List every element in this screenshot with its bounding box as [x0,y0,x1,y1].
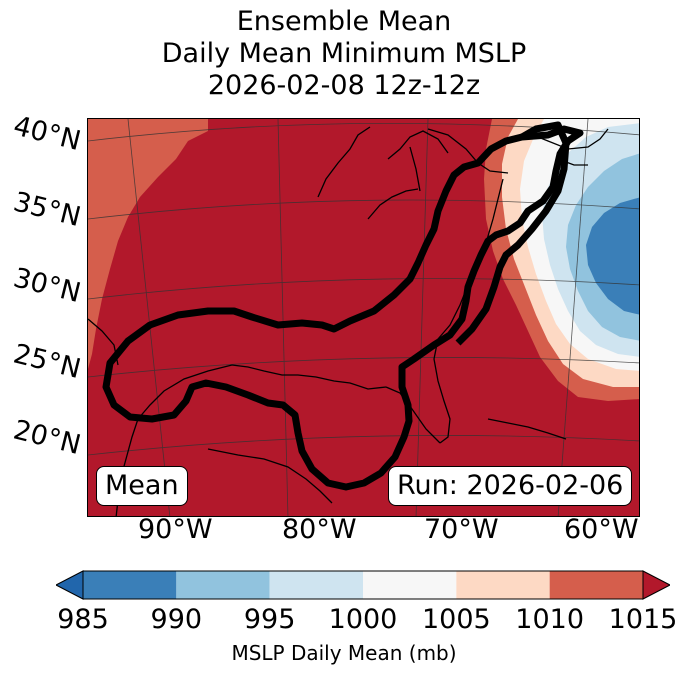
lon-label-60w: 60°W [564,514,639,545]
lat-label-25: 25°N [10,338,84,386]
lon-label-80w: 80°W [282,514,357,545]
colorbar-tick-label: 990 [150,604,203,635]
title-line-1: Ensemble Mean [236,6,452,37]
threshold-contour [102,125,584,491]
map-panel [87,118,640,517]
threshold-contour-north [455,121,570,346]
colorbar [56,570,670,600]
colorbar-tick-label: 1000 [328,604,398,635]
colorbar-segment [176,571,270,599]
colorbar-segment [269,571,363,599]
title-line-2: Daily Mean Minimum MSLP [161,38,527,69]
colorbar-outline [82,570,644,600]
colorbar-segment [363,571,457,599]
lon-label-90w: 90°W [138,514,213,545]
colorbar-tick-label: 985 [57,604,109,635]
colorbar-tick-label: 1005 [421,604,491,635]
colorbar-segment [549,571,643,599]
colorbar-tick-label: 1010 [515,604,585,635]
colorbar-segment [83,571,177,599]
mean-label-box: Mean [96,466,188,506]
run-label-box: Run: 2026-02-06 [388,466,633,506]
lat-label-35: 35°N [10,186,84,234]
lat-label-30: 30°N [10,262,84,310]
colorbar-tick-label: 995 [243,604,296,635]
lat-label-40: 40°N [10,110,84,158]
title-line-3: 2026-02-08 12z-12z [207,70,481,101]
colorbar-label: MSLP Daily Mean (mb) [231,641,457,665]
lat-label-20: 20°N [10,414,84,462]
pressure-field-1010-west [88,119,208,369]
colorbar-tick-label: 1015 [608,604,678,635]
colorbar-segment [456,571,550,599]
colorbar-extend-high [642,570,670,600]
pressure-field-985 [586,197,639,315]
colorbar-extend-low [56,570,84,600]
lon-label-70w: 70°W [424,514,499,545]
